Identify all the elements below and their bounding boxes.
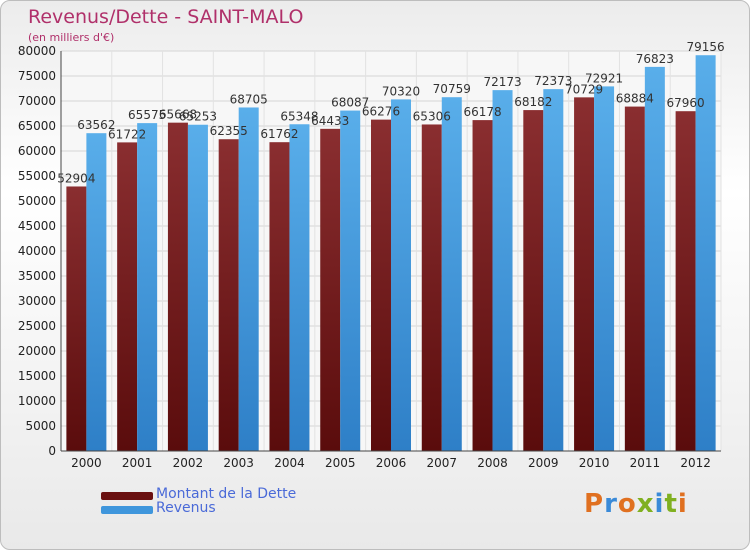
legend-label-revenue: Revenus bbox=[156, 500, 216, 516]
logo-letter: r bbox=[604, 489, 618, 519]
legend-label-debt: Montant de la Dette bbox=[156, 486, 297, 502]
bar-debt bbox=[371, 119, 391, 452]
bar-revenue bbox=[86, 133, 107, 451]
data-label-revenue: 70759 bbox=[433, 82, 471, 96]
bar-revenue bbox=[391, 99, 411, 452]
x-tick-label: 2000 bbox=[71, 456, 102, 470]
x-tick-label: 2001 bbox=[122, 456, 153, 470]
bar-revenue bbox=[695, 55, 716, 451]
y-tick-label: 40000 bbox=[18, 244, 56, 258]
bar-revenue bbox=[543, 89, 564, 451]
bar-revenue bbox=[492, 90, 513, 451]
bar-debt bbox=[320, 128, 341, 451]
bar-debt bbox=[624, 106, 645, 451]
x-tick-label: 2011 bbox=[630, 456, 661, 470]
y-tick-label: 5000 bbox=[25, 419, 56, 433]
data-label-debt: 70729 bbox=[565, 82, 603, 96]
data-label-revenue: 63562 bbox=[77, 118, 115, 132]
data-label-debt: 68182 bbox=[514, 95, 552, 109]
data-label-revenue: 65253 bbox=[179, 110, 217, 124]
data-label-debt: 64433 bbox=[311, 114, 349, 128]
x-tick-label: 2009 bbox=[528, 456, 559, 470]
y-tick-label: 30000 bbox=[18, 294, 56, 308]
data-label-revenue: 68705 bbox=[230, 92, 268, 106]
data-label-debt: 65306 bbox=[413, 109, 451, 123]
y-tick-label: 50000 bbox=[18, 194, 56, 208]
logo-letter: i bbox=[677, 489, 688, 519]
bar-revenue bbox=[594, 86, 615, 452]
bar-revenue bbox=[441, 97, 462, 451]
bar-revenue bbox=[340, 110, 361, 451]
x-tick-label: 2010 bbox=[579, 456, 610, 470]
bar-revenue bbox=[289, 124, 310, 451]
x-tick-label: 2008 bbox=[477, 456, 508, 470]
bar-debt bbox=[523, 110, 544, 451]
bar-debt bbox=[269, 142, 290, 451]
logo-letter: t bbox=[664, 489, 678, 519]
data-label-revenue: 65575 bbox=[128, 108, 166, 122]
logo-letter: P bbox=[584, 489, 605, 519]
data-label-debt: 67960 bbox=[667, 96, 705, 110]
data-label-debt: 61722 bbox=[108, 127, 146, 141]
y-tick-label: 10000 bbox=[18, 394, 56, 408]
x-tick-label: 2012 bbox=[680, 456, 711, 470]
bar-revenue bbox=[137, 123, 158, 451]
data-label-debt: 68884 bbox=[616, 92, 654, 106]
bar-debt bbox=[574, 97, 595, 451]
data-label-debt: 66276 bbox=[362, 105, 400, 119]
y-tick-label: 0 bbox=[48, 444, 56, 458]
y-tick-label: 25000 bbox=[18, 319, 56, 333]
data-label-revenue: 76823 bbox=[636, 52, 674, 66]
data-label-debt: 62355 bbox=[210, 124, 248, 138]
x-tick-label: 2005 bbox=[325, 456, 356, 470]
data-label-debt: 61762 bbox=[260, 127, 298, 141]
proxiti-logo: Proxiti bbox=[584, 489, 688, 519]
bar-debt bbox=[66, 186, 87, 452]
y-tick-label: 45000 bbox=[18, 219, 56, 233]
x-tick-label: 2002 bbox=[173, 456, 204, 470]
x-tick-label: 2003 bbox=[223, 456, 254, 470]
data-label-revenue: 72373 bbox=[534, 74, 572, 88]
legend-swatch-revenue bbox=[101, 506, 153, 514]
bar-revenue bbox=[187, 124, 208, 452]
data-label-revenue: 68087 bbox=[331, 96, 369, 110]
legend-swatch-debt bbox=[101, 492, 153, 500]
bar-debt bbox=[218, 139, 239, 451]
x-tick-label: 2007 bbox=[426, 456, 457, 470]
bar-revenue bbox=[238, 107, 259, 451]
y-tick-label: 70000 bbox=[18, 94, 56, 108]
y-tick-label: 75000 bbox=[18, 69, 56, 83]
logo-text: Proxiti bbox=[584, 489, 688, 519]
logo-letter: i bbox=[654, 489, 665, 519]
bar-revenue bbox=[644, 66, 665, 451]
data-label-revenue: 72173 bbox=[483, 75, 521, 89]
data-label-revenue: 70320 bbox=[382, 84, 420, 98]
bar-debt bbox=[675, 111, 696, 451]
logo-letter: o bbox=[617, 489, 637, 519]
y-tick-label: 60000 bbox=[18, 144, 56, 158]
y-tick-label: 80000 bbox=[18, 44, 56, 58]
bar-debt bbox=[167, 122, 188, 451]
data-label-revenue: 79156 bbox=[687, 40, 725, 54]
y-tick-label: 20000 bbox=[18, 344, 56, 358]
y-tick-label: 65000 bbox=[18, 119, 56, 133]
chart-title: Revenus/Dette - SAINT-MALO bbox=[28, 6, 304, 28]
bar-debt bbox=[117, 142, 138, 451]
data-label-debt: 52904 bbox=[57, 171, 95, 185]
chart-subtitle: (en milliers d'€) bbox=[28, 31, 115, 44]
logo-letter: x bbox=[636, 489, 655, 519]
y-tick-label: 15000 bbox=[18, 369, 56, 383]
x-tick-label: 2006 bbox=[376, 456, 407, 470]
data-label-revenue: 65348 bbox=[280, 109, 318, 123]
y-tick-label: 55000 bbox=[18, 169, 56, 183]
data-label-debt: 65668 bbox=[159, 108, 197, 122]
bar-debt bbox=[421, 124, 442, 451]
data-label-debt: 66178 bbox=[463, 105, 501, 119]
data-label-revenue: 72921 bbox=[585, 71, 623, 85]
bar-debt bbox=[472, 120, 493, 452]
y-tick-label: 35000 bbox=[18, 269, 56, 283]
x-tick-label: 2004 bbox=[274, 456, 305, 470]
